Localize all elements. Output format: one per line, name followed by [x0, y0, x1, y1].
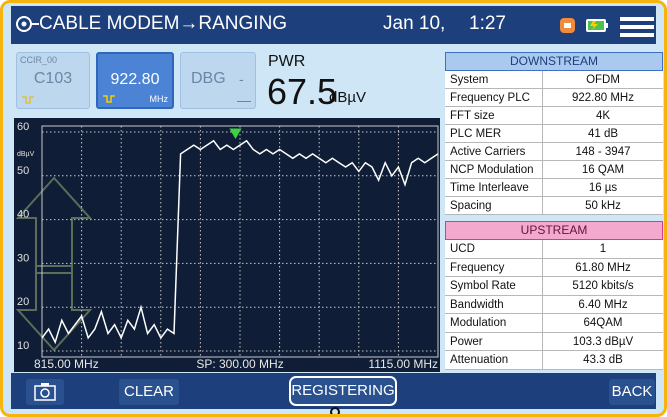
table-row: Time Interleave 16 µs	[445, 179, 663, 197]
back-button[interactable]: BACK	[609, 379, 655, 405]
row-value: 41 dB	[587, 128, 619, 140]
marker	[229, 128, 242, 139]
y-tick-label: 10	[17, 340, 29, 352]
downstream-table: DOWNSTREAM System OFDM Frequency PLC 922.80…	[445, 52, 663, 215]
frequency-unit: MHz	[149, 94, 169, 104]
y-tick-label: 20	[17, 296, 29, 308]
table-row: NCP Modulation 16 QAM	[445, 161, 663, 179]
table-row: FFT size 4K	[445, 107, 663, 125]
table-row: Bandwidth 6.40 MHz	[445, 295, 663, 314]
status-button[interactable]: REGISTERING	[289, 376, 397, 406]
screenshot-button[interactable]	[26, 379, 64, 405]
table-row: Symbol Rate 5120 kbits/s	[445, 277, 663, 296]
table-row: Attenuation 43.3 dB	[445, 351, 663, 370]
table-row: Modulation 64QAM	[445, 314, 663, 333]
status-icons	[560, 17, 654, 37]
row-label: Frequency	[445, 258, 543, 276]
row-value: 61.80 MHz	[575, 261, 631, 274]
power-unit: dBµV	[329, 89, 366, 106]
pointer-dot	[330, 407, 340, 414]
top-bar: CABLE MODEM→RANGING Jan 10, 1:27	[11, 6, 656, 44]
debug-label: DBG	[191, 70, 226, 87]
row-value: 103.3 dBµV	[572, 335, 634, 348]
table-row: System OFDM	[445, 71, 663, 89]
table-row: Frequency 61.80 MHz	[445, 258, 663, 277]
row-label: Frequency PLC	[445, 89, 543, 106]
x-end-label: 1115.00 MHz	[368, 357, 438, 371]
down-arrow	[15, 265, 93, 352]
table-row: UCD 1	[445, 240, 663, 259]
debug-value: -	[239, 71, 244, 87]
channel-plan: CCIR_00	[20, 55, 58, 65]
wave-icon	[103, 95, 115, 103]
row-label: FFT size	[445, 107, 543, 124]
table-row: Spacing 50 kHz	[445, 197, 663, 215]
row-value: OFDM	[586, 74, 620, 86]
channel: C103	[33, 70, 73, 87]
span-label: SP: 300.00 MHz	[196, 357, 283, 371]
spectrum-chart: 10 20 30 40 50 60 dBµV 815.00 MHz SP: 300.00 MHz…	[14, 118, 440, 372]
y-tick-label: 60	[17, 121, 29, 133]
upstream-table: UPSTREAM UCD 1 Frequency 61.80 MHz Symbol Ra…	[445, 221, 663, 370]
channel-button[interactable]: CCIR_00 C103	[16, 52, 90, 109]
upstream-header: UPSTREAM	[445, 221, 663, 240]
row-label: Modulation	[445, 314, 543, 332]
table-row: Power 103.3 dBµV	[445, 332, 663, 351]
row-value: 16 QAM	[581, 164, 625, 176]
row-label: Attenuation	[445, 351, 543, 369]
table-row: Frequency PLC 922.80 MHz	[445, 89, 663, 107]
power-value: 67.5	[267, 71, 338, 112]
frequency-button[interactable]: 922.80 MHz	[96, 52, 174, 109]
row-label: System	[445, 71, 543, 88]
row-label: UCD	[445, 240, 543, 258]
row-value: 64QAM	[583, 317, 623, 329]
row-value: 4K	[595, 110, 611, 122]
y-tick-label: 40	[17, 209, 29, 221]
bottom-bar: CLEAR REGISTERING BACK	[11, 373, 656, 409]
row-label: Bandwidth	[445, 295, 543, 313]
row-value: 1	[599, 243, 607, 255]
spectrum-trace	[41, 139, 439, 345]
chart-background	[14, 118, 440, 372]
row-value: 922.80 MHz	[571, 92, 634, 104]
row-label: Active Carriers	[445, 143, 543, 160]
y-tick-label: 50	[17, 165, 29, 177]
app-icon	[16, 16, 39, 32]
date: Jan 10,	[383, 13, 446, 34]
y-unit: dBµV	[17, 151, 35, 158]
row-value: 6.40 MHz	[578, 298, 628, 311]
frequency: 922.80	[110, 71, 160, 88]
table-row: Active Carriers 148 - 3947	[445, 143, 663, 161]
row-label: NCP Modulation	[445, 161, 543, 178]
y-tick-label: 30	[17, 252, 29, 264]
time: 1:27	[469, 13, 506, 34]
power-label: PWR	[268, 53, 306, 70]
up-arrow	[15, 176, 93, 274]
row-value: 16 µs	[588, 182, 618, 194]
row-label: Symbol Rate	[445, 277, 543, 295]
row-label: Spacing	[445, 197, 543, 214]
underline	[237, 101, 251, 102]
row-label: PLC MER	[445, 125, 543, 142]
table-row: PLC MER 41 dB	[445, 125, 663, 143]
clear-button[interactable]: CLEAR	[119, 379, 179, 405]
row-value: 148 - 3947	[575, 146, 631, 158]
camera-icon	[34, 383, 56, 401]
row-label: Time Interleave	[445, 179, 543, 196]
x-start-label: 815.00 MHz	[34, 357, 99, 371]
row-value: 50 kHz	[585, 200, 621, 212]
debug-button[interactable]: DBG -	[180, 52, 256, 109]
downstream-header: DOWNSTREAM	[445, 52, 663, 71]
row-label: Power	[445, 332, 543, 350]
wave-icon	[22, 96, 34, 104]
screen-title: CABLE MODEM→RANGING	[39, 13, 288, 34]
row-value: 5120 kbits/s	[572, 280, 634, 292]
row-value: 43.3 dB	[583, 354, 623, 366]
